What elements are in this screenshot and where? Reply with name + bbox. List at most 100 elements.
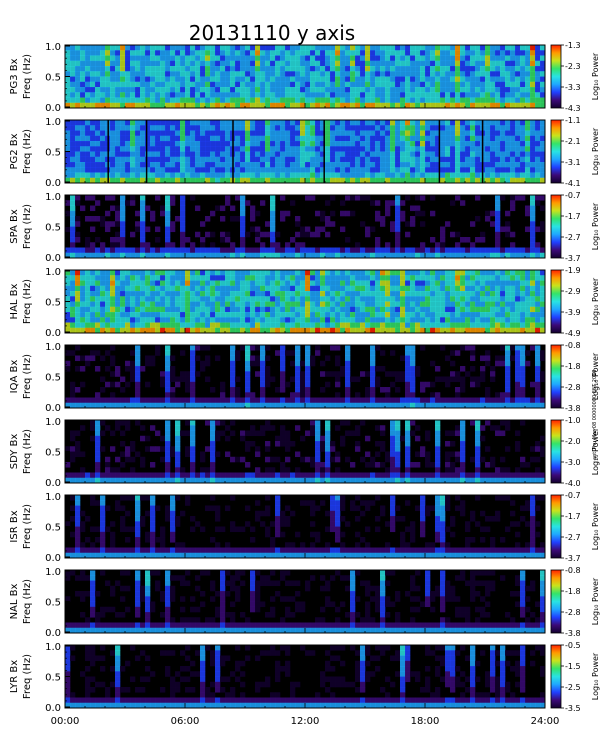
heatmap-cell — [300, 135, 306, 142]
heatmap-cell — [530, 327, 536, 334]
heatmap-cell — [375, 130, 381, 137]
heatmap-cell — [290, 350, 296, 356]
heatmap-cell — [410, 60, 416, 67]
heatmap-cell — [175, 397, 181, 404]
heatmap-cell — [360, 87, 366, 93]
heatmap-cell — [385, 200, 391, 206]
heatmap-cell — [440, 71, 446, 77]
heatmap-cell — [495, 322, 501, 329]
heatmap-cell — [370, 247, 376, 254]
heatmap-cell — [160, 76, 166, 83]
heatmap-cell — [480, 45, 486, 51]
heatmap-cell — [415, 280, 421, 287]
heatmap-cell — [115, 301, 121, 308]
heatmap-cell — [360, 141, 366, 147]
heatmap-cell — [280, 156, 286, 163]
heatmap-cell — [120, 210, 126, 217]
heatmap-cell — [190, 120, 196, 126]
heatmap-cell — [210, 322, 216, 329]
heatmap-cell — [405, 317, 411, 323]
heatmap-cell — [300, 296, 306, 302]
heatmap-cell — [310, 285, 316, 292]
heatmap-cell — [165, 345, 171, 351]
heatmap-cell — [290, 275, 296, 281]
heatmap-cell — [110, 371, 116, 377]
heatmap-cell — [150, 397, 156, 404]
heatmap-cell — [435, 270, 441, 276]
heatmap-cell — [85, 472, 91, 479]
heatmap-cell — [530, 177, 536, 184]
heatmap-cell — [235, 55, 241, 62]
heatmap-cell — [235, 252, 241, 259]
heatmap-cell — [200, 55, 206, 62]
heatmap-cell — [530, 120, 536, 126]
heatmap-cell — [140, 226, 146, 233]
heatmap-cell — [135, 360, 141, 367]
heatmap-cell — [160, 270, 166, 276]
heatmap-cell — [385, 252, 391, 259]
heatmap-cell — [225, 167, 231, 173]
heatmap-cell — [345, 71, 351, 77]
heatmap-cell — [80, 467, 86, 473]
heatmap-cell — [235, 71, 241, 77]
heatmap-cell — [220, 387, 226, 393]
heatmap-cell — [115, 317, 121, 323]
heatmap-cell — [420, 130, 426, 137]
heatmap-cell — [295, 327, 301, 334]
heatmap-cell — [70, 317, 76, 323]
heatmap-cell — [220, 135, 226, 142]
heatmap-cell — [110, 472, 116, 479]
heatmap-cell — [540, 76, 546, 83]
heatmap-cell — [360, 177, 366, 184]
heatmap-cell — [525, 317, 531, 323]
heatmap-cell — [160, 397, 166, 404]
heatmap-cell — [395, 141, 401, 147]
heatmap-cell — [145, 252, 151, 259]
heatmap-cell — [275, 102, 281, 109]
heatmap-cell — [220, 55, 226, 62]
heatmap-cell — [105, 301, 111, 308]
heatmap-cell — [370, 345, 376, 351]
heatmap-cell — [490, 151, 496, 158]
heatmap-cell — [295, 280, 301, 287]
heatmap-cell — [290, 397, 296, 404]
heatmap-cell — [220, 322, 226, 329]
heatmap-cell — [135, 350, 141, 356]
heatmap-cell — [315, 60, 321, 67]
heatmap-cell — [395, 237, 401, 243]
heatmap-cell — [270, 66, 276, 72]
heatmap-cell — [410, 397, 416, 404]
heatmap-cell — [240, 247, 246, 254]
heatmap-cell — [345, 45, 351, 51]
heatmap-cell — [205, 146, 211, 152]
heatmap-cell — [90, 285, 96, 292]
heatmap-cell — [140, 97, 146, 104]
heatmap-cell — [110, 237, 116, 243]
colorbar-tick-label: -3.8 — [565, 404, 581, 413]
heatmap-cell — [350, 376, 356, 383]
heatmap-cell — [70, 135, 76, 142]
heatmap-cell — [260, 327, 266, 334]
heatmap-cell — [250, 151, 256, 158]
heatmap-cell — [450, 141, 456, 147]
heatmap-cell — [440, 167, 446, 173]
heatmap-cell — [130, 120, 136, 126]
heatmap-cell — [525, 280, 531, 287]
heatmap-cell — [350, 296, 356, 302]
heatmap-cell — [290, 66, 296, 72]
heatmap-cell — [495, 210, 501, 217]
heatmap-cell — [315, 280, 321, 287]
heatmap-cell — [220, 247, 226, 254]
heatmap-cell — [300, 252, 306, 259]
heatmap-cell — [90, 355, 96, 362]
heatmap-cell — [105, 350, 111, 356]
heatmap-cell — [360, 402, 366, 409]
heatmap-cell — [195, 125, 201, 131]
heatmap-cell — [355, 151, 361, 158]
heatmap-cell — [110, 156, 116, 163]
heatmap-cell — [280, 345, 286, 351]
heatmap-cell — [525, 97, 531, 104]
heatmap-cell — [480, 355, 486, 362]
heatmap-cell — [520, 376, 526, 383]
